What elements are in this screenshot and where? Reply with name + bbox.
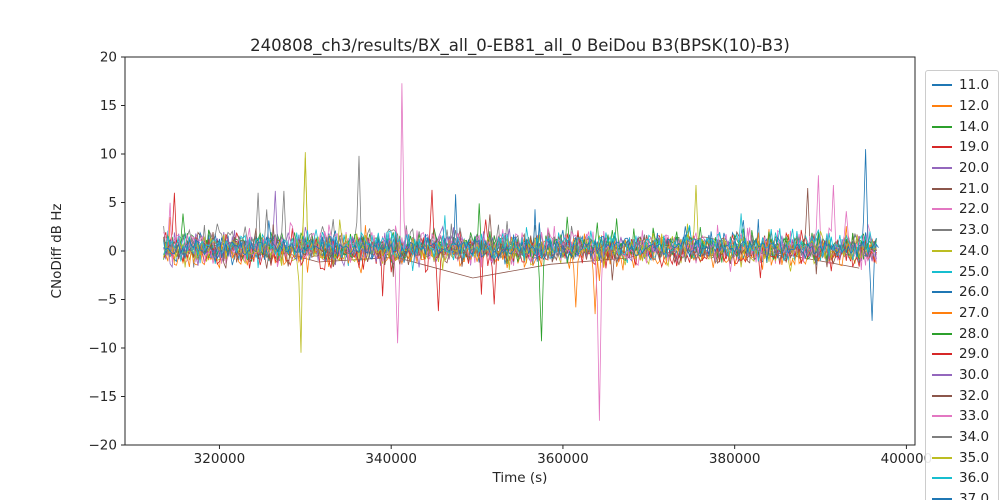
legend-item-26.0: 26.0 — [932, 282, 989, 303]
y-tick-label: 15 — [100, 98, 117, 114]
legend-item-29.0: 29.0 — [932, 344, 989, 365]
legend-line-sample — [932, 125, 952, 128]
legend-item-37.0: 37.0 — [932, 489, 989, 500]
series-line-28.0 — [163, 203, 877, 342]
legend-item-19.0: 19.0 — [932, 137, 989, 158]
legend-item-35.0: 35.0 — [932, 447, 989, 468]
legend-line-sample — [932, 291, 952, 294]
legend-item-11.0: 11.0 — [932, 75, 989, 96]
legend-label: 27.0 — [959, 304, 990, 321]
legend-item-21.0: 21.0 — [932, 178, 989, 199]
series-line-33.0 — [163, 175, 877, 421]
legend-label: 12.0 — [959, 98, 990, 115]
y-tick-label: −10 — [89, 341, 118, 357]
legend-line-sample — [932, 353, 952, 356]
legend-item-12.0: 12.0 — [932, 96, 989, 117]
legend-label: 37.0 — [959, 491, 990, 500]
legend-label: 35.0 — [959, 449, 990, 466]
legend-line-sample — [932, 311, 952, 314]
legend-line-sample — [932, 415, 952, 418]
legend-item-30.0: 30.0 — [932, 365, 989, 386]
legend-item-32.0: 32.0 — [932, 385, 989, 406]
legend-label: 34.0 — [959, 429, 990, 446]
legend-item-28.0: 28.0 — [932, 323, 989, 344]
legend-item-22.0: 22.0 — [932, 199, 989, 220]
legend-label: 14.0 — [959, 118, 990, 135]
legend-label: 33.0 — [959, 408, 990, 425]
legend-line-sample — [932, 146, 952, 149]
legend-line-sample — [932, 456, 952, 459]
series-line-37.0 — [163, 220, 877, 262]
x-tick-label: 380000 — [709, 451, 761, 467]
y-axis-label: CNoDiff dB Hz — [49, 203, 65, 299]
x-tick-label: 400000 — [881, 451, 933, 467]
legend-label: 26.0 — [959, 284, 990, 301]
legend-line-sample — [932, 187, 952, 190]
y-tick-label: 20 — [100, 50, 117, 66]
series-line-22.0 — [163, 83, 877, 344]
y-tick-label: −5 — [97, 292, 117, 308]
legend-label: 29.0 — [959, 346, 990, 363]
legend-line-sample — [932, 84, 952, 87]
legend-item-33.0: 33.0 — [932, 406, 989, 427]
legend-item-27.0: 27.0 — [932, 303, 989, 324]
series-lines — [163, 83, 879, 421]
legend-item-25.0: 25.0 — [932, 261, 989, 282]
series-line-32.0 — [163, 187, 877, 281]
legend-line-sample — [932, 373, 952, 376]
legend-item-34.0: 34.0 — [932, 427, 989, 448]
legend-line-sample — [932, 270, 952, 273]
legend-line-sample — [932, 332, 952, 335]
y-tick-label: 0 — [108, 244, 117, 260]
legend-item-20.0: 20.0 — [932, 158, 989, 179]
x-tick-label: 320000 — [194, 451, 246, 467]
legend-label: 24.0 — [959, 242, 990, 259]
legend-label: 23.0 — [959, 222, 990, 239]
y-axis-ticks: −20 −15 −10 −5 0 5 10 15 20 — [89, 50, 125, 454]
legend-label: 21.0 — [959, 180, 990, 197]
legend-item-23.0: 23.0 — [932, 220, 989, 241]
legend-line-sample — [932, 249, 952, 252]
legend-label: 19.0 — [959, 139, 990, 156]
legend-label: 32.0 — [959, 387, 990, 404]
legend-line-sample — [932, 498, 952, 500]
series-line-35.0 — [163, 157, 877, 270]
legend-item-24.0: 24.0 — [932, 241, 989, 262]
series-line-23.0 — [163, 155, 581, 268]
y-tick-label: −20 — [89, 438, 118, 454]
chart-title: 240808_ch3/results/BX_all_0-EB81_all_0 B… — [250, 36, 790, 55]
legend-label: 25.0 — [959, 263, 990, 280]
legend-line-sample — [932, 394, 952, 397]
legend-line-sample — [932, 105, 952, 108]
legend-label: 36.0 — [959, 470, 990, 487]
x-axis-ticks: 320000 340000 360000 380000 400000 — [194, 445, 933, 467]
legend-label: 28.0 — [959, 325, 990, 342]
legend-box: 11.0 12.0 14.0 19.0 20.0 21.0 22.0 23.0 24.0 25.0… — [925, 70, 1000, 500]
x-axis-label: Time (s) — [492, 470, 548, 486]
legend-line-sample — [932, 436, 952, 439]
legend-label: 30.0 — [959, 366, 990, 383]
legend-line-sample — [932, 208, 952, 211]
legend-label: 20.0 — [959, 160, 990, 177]
x-tick-label: 360000 — [537, 451, 589, 467]
legend-label: 22.0 — [959, 201, 990, 218]
legend-line-sample — [932, 229, 952, 232]
y-tick-label: 5 — [108, 195, 117, 211]
legend-item-14.0: 14.0 — [932, 116, 989, 137]
y-tick-label: 10 — [100, 147, 117, 163]
legend-line-sample — [932, 167, 952, 170]
legend-label: 11.0 — [959, 77, 990, 94]
legend-line-sample — [932, 477, 952, 480]
legend-item-36.0: 36.0 — [932, 468, 989, 489]
x-tick-label: 340000 — [365, 451, 417, 467]
y-tick-label: −15 — [89, 389, 118, 405]
